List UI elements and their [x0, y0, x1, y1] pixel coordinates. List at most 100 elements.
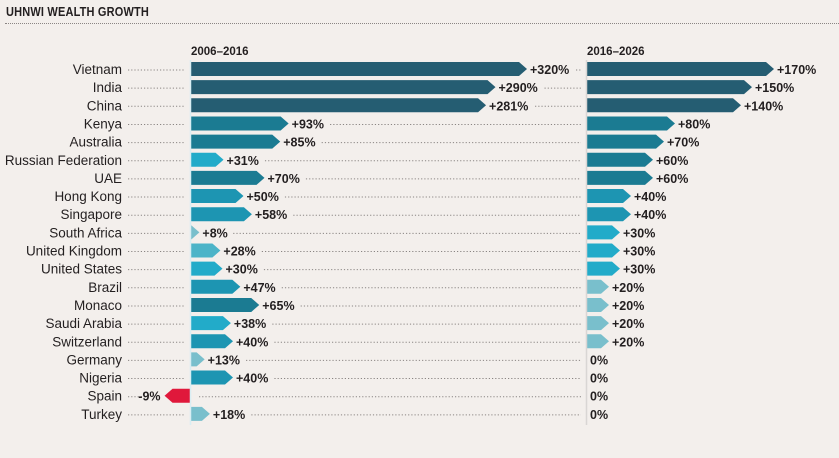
- bar-2016-2026: [587, 316, 609, 331]
- chart-row: Russian Federation +31% +60%: [5, 152, 688, 168]
- title-divider: [5, 23, 839, 24]
- category-label: Nigeria: [79, 371, 122, 386]
- value-label-2006-2016: +40%: [236, 335, 268, 349]
- category-label: United Kingdom: [26, 244, 122, 259]
- category-label: Switzerland: [52, 334, 122, 349]
- category-label: Brazil: [88, 280, 122, 295]
- value-label-2016-2026: +150%: [755, 81, 794, 95]
- value-label-2006-2016: +13%: [208, 353, 240, 367]
- chart-row: Germany +13% 0%: [66, 352, 608, 367]
- bar-2006-2016: [191, 134, 281, 149]
- bar-2006-2016: [191, 62, 527, 76]
- bar-2016-2026: [587, 189, 631, 204]
- value-label-2016-2026: +20%: [612, 335, 644, 349]
- bar-2006-2016: [191, 207, 252, 222]
- chart-row: Nigeria +40% 0%: [79, 370, 608, 386]
- value-label-2016-2026: +60%: [656, 172, 688, 186]
- chart-row: Australia +85% +70%: [69, 134, 699, 150]
- value-label-2006-2016: +8%: [202, 226, 227, 240]
- bar-2016-2026: [587, 62, 774, 76]
- bar-2006-2016: [191, 406, 210, 421]
- value-label-2006-2016: +38%: [234, 317, 266, 331]
- category-label: Saudi Arabia: [45, 316, 122, 331]
- bar-2016-2026: [587, 170, 653, 185]
- bar-2006-2016: [191, 80, 496, 95]
- chart-row: Vietnam +320% +170%: [73, 62, 816, 77]
- value-label-2016-2026: +30%: [623, 245, 655, 259]
- bar-2016-2026: [587, 334, 609, 349]
- value-label-2016-2026: 0%: [590, 372, 608, 386]
- chart-row: Monaco +65% +20%: [74, 297, 644, 313]
- chart-row: United Kingdom +28% +30%: [26, 243, 655, 259]
- value-label-2016-2026: +30%: [623, 263, 655, 277]
- series-header-2016-2026: 2016–2026: [587, 46, 645, 58]
- chart-row: Hong Kong +50% +40%: [54, 189, 666, 204]
- bar-2016-2026: [587, 297, 609, 312]
- value-label-2006-2016: +58%: [255, 208, 287, 222]
- bar-2006-2016: [191, 334, 233, 349]
- category-label: China: [87, 98, 123, 113]
- value-label-2006-2016: +70%: [268, 172, 300, 186]
- bar-2006-2016: [191, 261, 223, 276]
- value-label-2016-2026: +20%: [612, 299, 644, 313]
- bar-2006-2016: [191, 116, 289, 131]
- chart-row: United States +30% +30%: [41, 261, 655, 277]
- chart-row: UAE +70% +60%: [94, 170, 688, 186]
- value-label-2016-2026: +40%: [634, 208, 666, 222]
- chart-title: UHNWI WEALTH GROWTH: [6, 5, 150, 19]
- chart-row: Brazil +47% +20%: [88, 279, 644, 295]
- category-label: United States: [41, 262, 122, 277]
- bar-2006-2016: [191, 279, 241, 294]
- bar-2006-2016: [191, 152, 224, 167]
- chart-row: Singapore +58% +40%: [60, 207, 666, 222]
- value-label-2006-2016: +30%: [226, 263, 258, 277]
- category-label: Turkey: [81, 407, 122, 422]
- category-label: Russian Federation: [5, 153, 122, 168]
- category-label: Kenya: [84, 116, 123, 131]
- value-label-2006-2016: -9%: [138, 390, 160, 404]
- chart-row: India +290% +150%: [93, 80, 794, 95]
- chart-row: Kenya +93% +80%: [84, 116, 710, 131]
- bar-2016-2026: [587, 261, 620, 276]
- chart-row: China +281% +140%: [87, 98, 783, 113]
- category-label: South Africa: [49, 225, 122, 240]
- category-label: Vietnam: [73, 62, 122, 77]
- category-label: Hong Kong: [54, 189, 122, 204]
- category-label: Monaco: [74, 298, 122, 313]
- value-label-2006-2016: +320%: [530, 63, 569, 77]
- bar-2016-2026: [587, 225, 620, 240]
- value-label-2016-2026: +30%: [623, 226, 655, 240]
- bar-2006-2016: [164, 388, 191, 403]
- bar-2006-2016: [191, 316, 231, 331]
- value-label-2006-2016: +65%: [262, 299, 294, 313]
- category-label: Singapore: [60, 207, 122, 222]
- category-label: Spain: [87, 389, 122, 404]
- bar-2006-2016: [191, 189, 244, 204]
- bar-2016-2026: [587, 134, 664, 149]
- value-label-2006-2016: +47%: [243, 281, 275, 295]
- bar-2006-2016: [191, 352, 205, 367]
- value-label-2006-2016: +281%: [489, 99, 528, 113]
- bar-2016-2026: [587, 98, 741, 113]
- bar-2006-2016: [191, 243, 221, 258]
- value-label-2006-2016: +290%: [499, 81, 538, 95]
- value-label-2016-2026: +40%: [634, 190, 666, 204]
- bar-2016-2026: [587, 116, 675, 131]
- value-label-2006-2016: +31%: [227, 154, 259, 168]
- value-label-2016-2026: +20%: [612, 317, 644, 331]
- value-label-2016-2026: +60%: [656, 154, 688, 168]
- bar-2006-2016: [191, 225, 200, 240]
- value-label-2016-2026: +70%: [667, 136, 699, 150]
- value-label-2016-2026: +80%: [678, 117, 710, 131]
- value-label-2006-2016: +85%: [283, 136, 315, 150]
- category-label: India: [93, 80, 123, 95]
- value-label-2016-2026: +20%: [612, 281, 644, 295]
- value-label-2006-2016: +93%: [292, 117, 324, 131]
- bar-2016-2026: [587, 207, 631, 222]
- bar-2016-2026: [587, 80, 752, 95]
- value-label-2006-2016: +50%: [247, 190, 279, 204]
- value-label-2016-2026: 0%: [590, 408, 608, 422]
- bar-2016-2026: [587, 279, 609, 294]
- value-label-2006-2016: +40%: [236, 372, 268, 386]
